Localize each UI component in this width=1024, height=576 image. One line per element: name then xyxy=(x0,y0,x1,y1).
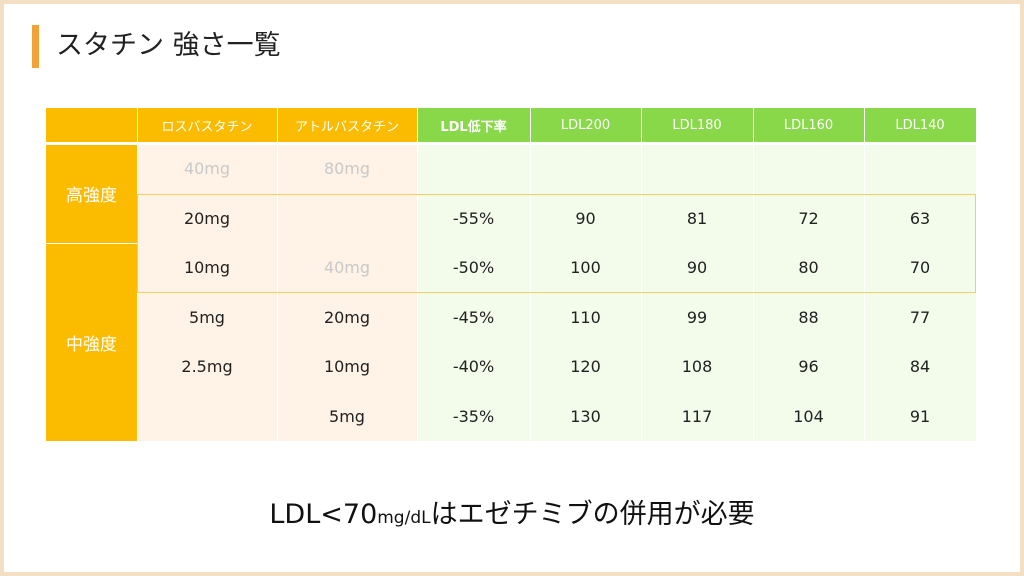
header-cell: アトルバスタチン xyxy=(277,108,417,142)
ldl-value-cell: 96 xyxy=(753,342,864,392)
dose-cell xyxy=(277,193,417,243)
column-divider xyxy=(137,108,138,441)
ldl-value-cell: 72 xyxy=(753,193,864,243)
reduction-cell: -45% xyxy=(417,292,530,342)
reduction-cell xyxy=(417,144,530,194)
reduction-cell: -55% xyxy=(417,193,530,243)
reduction-cell: -40% xyxy=(417,342,530,392)
dose-cell: 40mg xyxy=(277,243,417,293)
header-cell: LDL低下率 xyxy=(417,108,530,142)
dose-cell xyxy=(137,391,277,441)
ldl-value-cell: 91 xyxy=(864,391,976,441)
header-cell: LDL140 xyxy=(864,108,976,142)
footer-note: LDL<70 mg/dL はエゼチミブの併用が必要 xyxy=(4,492,1020,536)
ldl-value-cell: 110 xyxy=(530,292,641,342)
column-divider xyxy=(417,108,418,441)
ldl-value-cell xyxy=(753,144,864,194)
ldl-value-cell: 81 xyxy=(641,193,753,243)
ldl-value-cell: 99 xyxy=(641,292,753,342)
column-divider xyxy=(864,108,865,441)
column-divider xyxy=(277,108,278,441)
ldl-value-cell: 84 xyxy=(864,342,976,392)
reduction-cell: -50% xyxy=(417,243,530,293)
column-divider xyxy=(753,108,754,441)
group-label-high: 高強度 xyxy=(46,144,137,243)
ldl-value-cell: 88 xyxy=(753,292,864,342)
dose-cell: 20mg xyxy=(277,292,417,342)
ldl-value-cell: 108 xyxy=(641,342,753,392)
column-divider xyxy=(530,108,531,441)
group-divider xyxy=(46,243,137,244)
slide: スタチン 強さ一覧 ロスバスタチン アトルバスタチン LDL低下率 LDL200 LDL… xyxy=(4,4,1020,572)
ldl-value-cell: 100 xyxy=(530,243,641,293)
ldl-value-cell xyxy=(864,144,976,194)
ldl-value-cell: 120 xyxy=(530,342,641,392)
header-cell xyxy=(46,108,137,142)
group-label-moderate: 中強度 xyxy=(46,243,137,441)
ldl-value-cell: 77 xyxy=(864,292,976,342)
footer-unit: mg/dL xyxy=(377,508,431,528)
ldl-value-cell: 104 xyxy=(753,391,864,441)
dose-cell: 10mg xyxy=(137,243,277,293)
reduction-cell: -35% xyxy=(417,391,530,441)
ldl-value-cell xyxy=(641,144,753,194)
ldl-value-cell: 80 xyxy=(753,243,864,293)
column-divider xyxy=(641,108,642,441)
footer-prefix: LDL<70 xyxy=(269,499,378,530)
slide-title: スタチン 強さ一覧 xyxy=(56,30,281,61)
ldl-value-cell: 70 xyxy=(864,243,976,293)
dose-cell: 40mg xyxy=(137,144,277,194)
header-cell: LDL200 xyxy=(530,108,641,142)
footer-suffix: はエゼチミブの併用が必要 xyxy=(430,499,755,530)
dose-cell: 80mg xyxy=(277,144,417,194)
header-cell: LDL160 xyxy=(753,108,864,142)
ldl-value-cell: 130 xyxy=(530,391,641,441)
header-divider xyxy=(46,143,976,145)
ldl-value-cell: 90 xyxy=(641,243,753,293)
header-cell: LDL180 xyxy=(641,108,753,142)
ldl-value-cell: 117 xyxy=(641,391,753,441)
title-accent-bar xyxy=(32,25,39,68)
dose-cell: 5mg xyxy=(277,391,417,441)
dose-cell: 20mg xyxy=(137,193,277,243)
dose-cell: 2.5mg xyxy=(137,342,277,392)
dose-cell: 10mg xyxy=(277,342,417,392)
ldl-value-cell: 63 xyxy=(864,193,976,243)
ldl-value-cell: 90 xyxy=(530,193,641,243)
ldl-value-cell xyxy=(530,144,641,194)
dose-cell: 5mg xyxy=(137,292,277,342)
header-cell: ロスバスタチン xyxy=(137,108,277,142)
